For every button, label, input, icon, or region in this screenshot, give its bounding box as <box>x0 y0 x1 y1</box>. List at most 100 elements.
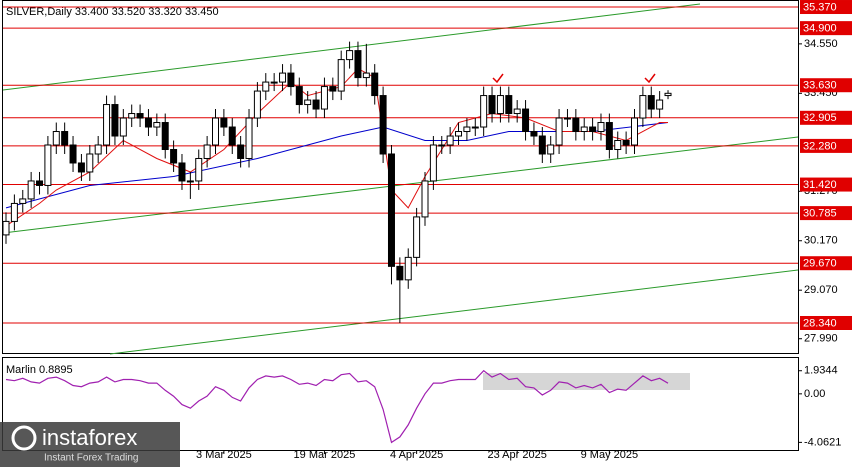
candle-body <box>547 144 555 155</box>
candle-body <box>421 180 429 218</box>
y-tick-label: 1.9344 <box>804 365 838 377</box>
candle-body <box>220 117 228 128</box>
check-mark <box>492 73 504 84</box>
candle-body <box>589 126 597 133</box>
candle-body <box>279 72 287 83</box>
candle-body <box>446 135 454 146</box>
candle-body <box>144 117 152 128</box>
level-label-box <box>800 138 852 153</box>
level-label-box <box>800 21 852 36</box>
candle-body <box>312 99 320 110</box>
level-label: 32.280 <box>803 140 837 152</box>
candle-body <box>10 202 18 222</box>
candle-body <box>170 148 178 164</box>
level-label-box <box>800 0 852 15</box>
x-tick-label: 23 Apr 2025 <box>488 449 547 461</box>
candle-body <box>379 95 387 155</box>
candle-body <box>580 126 588 133</box>
candle-body <box>295 86 303 106</box>
candle-body <box>19 198 27 204</box>
candle-body <box>505 95 513 115</box>
level-label: 33.630 <box>803 80 837 92</box>
candle-body <box>228 126 236 146</box>
candle-body <box>614 140 622 150</box>
candle-body <box>522 108 530 133</box>
main-panel <box>2 0 799 354</box>
candle-body <box>337 59 345 92</box>
candle-body <box>103 104 111 146</box>
x-tick-label: 4 Apr 2025 <box>390 449 443 461</box>
level-label: 29.670 <box>803 258 837 270</box>
x-tick-label: 9 May 2025 <box>581 449 638 461</box>
level-label-box <box>800 177 852 192</box>
candle-body <box>530 131 538 137</box>
candle-body <box>111 104 119 137</box>
candle-body <box>362 72 370 79</box>
candle-body <box>597 122 605 133</box>
candle-body <box>86 153 94 173</box>
logo-tagline: Instant Forex Trading <box>44 453 139 464</box>
candle-body <box>27 180 35 200</box>
check-mark <box>644 73 656 84</box>
trend-line <box>109 269 799 355</box>
candle-body <box>605 122 613 150</box>
candle-body <box>563 117 571 120</box>
oscillator-panel <box>2 357 799 451</box>
level-label: 30.785 <box>803 208 837 220</box>
candle-body <box>480 95 488 128</box>
candle-body <box>513 108 521 115</box>
candle-body <box>203 144 211 159</box>
level-label-box <box>800 315 852 330</box>
candle-body <box>186 180 194 183</box>
candle-body <box>438 144 446 147</box>
candle-body <box>538 135 546 155</box>
trend-line <box>2 3 701 91</box>
level-label-box <box>800 78 852 93</box>
candle-body <box>262 81 270 92</box>
y-tick-label: 27.990 <box>804 333 838 345</box>
candle-body <box>387 153 395 267</box>
candle-body <box>346 50 354 61</box>
level-label: 28.340 <box>803 317 837 329</box>
y-tick-label: 30.170 <box>804 235 838 247</box>
candle-body <box>656 99 664 110</box>
candle-body <box>404 256 412 281</box>
candle-body <box>304 99 312 106</box>
level-label: 31.420 <box>803 179 837 191</box>
candle-body <box>128 113 136 119</box>
level-label-box <box>800 110 852 125</box>
oscillator-zone <box>483 373 690 390</box>
oscillator-title: Marlin 0.8895 <box>6 364 73 376</box>
level-label: 32.905 <box>803 112 837 124</box>
candle-body <box>287 72 295 88</box>
candle-body <box>94 144 102 155</box>
y-tick-label: 0.00 <box>804 388 825 400</box>
candle-body <box>622 140 630 146</box>
candle-body <box>572 117 580 133</box>
oscillator-line <box>5 369 669 444</box>
chart-title: SILVER,Daily 33.400 33.520 33.320 33.450 <box>6 6 219 18</box>
candle-body <box>329 86 337 92</box>
candle-body <box>61 131 69 146</box>
y-tick-label: 34.550 <box>804 38 838 50</box>
candle-body <box>396 265 404 281</box>
candle-body <box>2 220 10 236</box>
candle-body <box>212 117 219 146</box>
x-tick-label: 19 Mar 2025 <box>294 449 356 461</box>
level-label-box <box>800 256 852 271</box>
candle-body <box>647 95 655 110</box>
candle-body <box>413 216 421 258</box>
candle-body <box>496 95 504 115</box>
candle-body <box>195 157 203 182</box>
candle-body <box>69 144 77 164</box>
candle-body <box>52 131 60 146</box>
candle-body <box>253 90 261 119</box>
candle-body <box>471 126 479 129</box>
candle-body <box>237 144 245 159</box>
candle-body <box>136 113 144 119</box>
logo-name: instaforex <box>42 425 137 450</box>
candle-body <box>77 162 85 173</box>
y-tick-label: 29.070 <box>804 284 838 296</box>
candle-body <box>178 162 186 182</box>
